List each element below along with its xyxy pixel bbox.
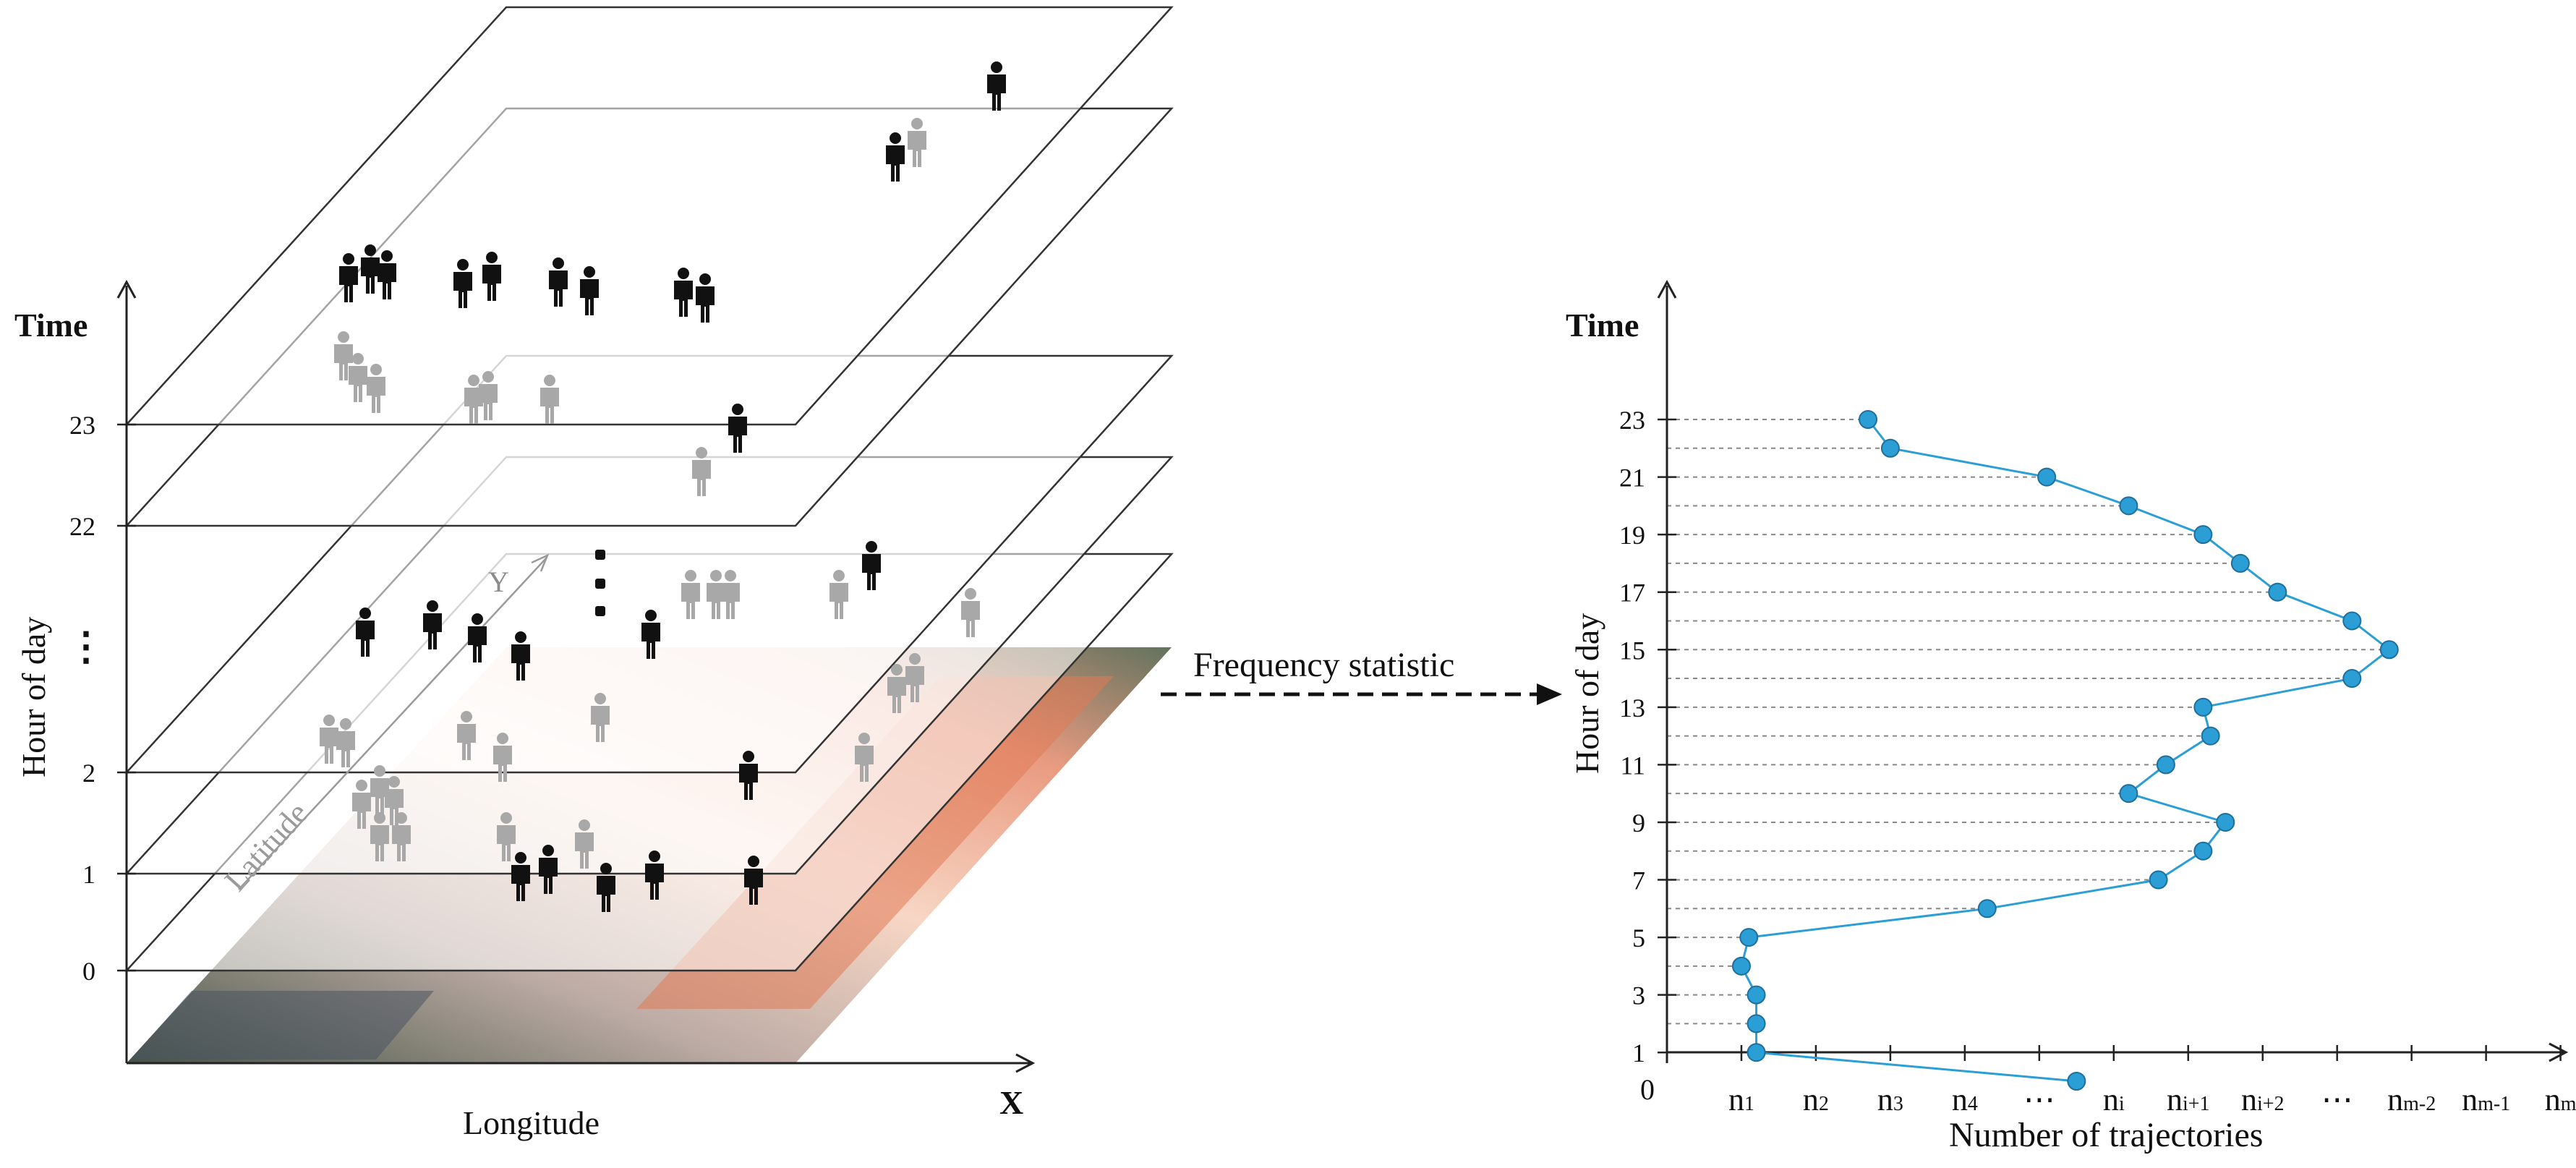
y-tick-label-15: 15 — [1619, 636, 1645, 665]
left-time-label: Time — [14, 307, 88, 344]
y-tick-label-1: 1 — [1632, 1039, 1645, 1067]
data-point-hour-3 — [1747, 985, 1766, 1005]
inner-y-letter: Y — [488, 566, 509, 598]
chart-x-arrowhead — [2549, 1042, 2569, 1062]
data-point-hour-2 — [1747, 1014, 1766, 1033]
left-y-axis-title: Hour of day — [15, 617, 52, 777]
x-tick-label-9: ⋯ — [2321, 1082, 2353, 1117]
x-tick-label-3: n3 — [1877, 1082, 1903, 1117]
chart-y-arrowhead — [1657, 279, 1677, 299]
y-tick-label-11: 11 — [1620, 751, 1645, 780]
y-tick-label-9: 9 — [1632, 809, 1645, 837]
x-tick-label-12: nm — [2545, 1082, 2576, 1117]
x-tick-label-10: nm-2 — [2387, 1082, 2436, 1117]
plane-ellipsis-dots — [595, 550, 605, 616]
data-point-hour-11 — [2156, 755, 2175, 775]
data-point-hour-15 — [2379, 640, 2399, 660]
chart-origin-label: 0 — [1640, 1073, 1655, 1106]
hour-tick-1: 1 — [82, 860, 95, 889]
series-line — [1740, 419, 2392, 1083]
hour-ticks — [117, 423, 136, 972]
hour-tick-23: 23 — [69, 411, 95, 440]
longitude-axis-arrowhead — [1015, 1053, 1036, 1073]
cube-axes — [116, 279, 1036, 1073]
data-point-hour-12 — [2201, 726, 2220, 746]
longitude-label: Longitude — [463, 1104, 600, 1141]
y-tick-label-17: 17 — [1619, 579, 1645, 608]
x-tick-label-11: nm-1 — [2462, 1082, 2510, 1117]
data-point-hour-17 — [2268, 582, 2287, 602]
hour-grid-lines — [1667, 419, 2389, 1054]
x-tick-label-1: n1 — [1728, 1082, 1754, 1117]
data-point-hour-1 — [1747, 1043, 1766, 1062]
hour-tick-0: 0 — [82, 957, 95, 986]
frequency-statistic-arrow: Frequency statistic — [1161, 646, 1562, 705]
space-time-cube: 0 1 2 ⋮ 22 23 Time Hour of day Longitude… — [14, 6, 1174, 1141]
hour-tick-labels: 0 1 2 ⋮ 22 23 — [67, 411, 106, 986]
hour-tick-ellipsis: ⋮ — [67, 625, 106, 668]
data-point-hour-14 — [2342, 669, 2362, 689]
data-point-hour-6 — [1977, 899, 1997, 918]
data-point-hour-8 — [2193, 841, 2213, 861]
hour-tick-2: 2 — [82, 759, 95, 788]
x-tick-label-6: ni — [2103, 1082, 2125, 1117]
chart-x-axis-title: Number of trajectories — [1949, 1116, 2263, 1154]
data-point-hour-5 — [1739, 928, 1759, 947]
latitude-axis — [238, 553, 550, 890]
time-axis-arrowhead — [116, 279, 137, 299]
data-point-hour-13 — [2193, 697, 2213, 717]
data-point-hour-7 — [2149, 870, 2168, 890]
x-tick-label-8: ni+2 — [2241, 1082, 2285, 1117]
chart-y-axis-title: Hour of day — [1569, 613, 1605, 774]
y-tick-label-23: 23 — [1619, 406, 1645, 435]
arrowhead-icon — [1537, 683, 1562, 705]
data-point-hour-19 — [2193, 525, 2213, 545]
series-points — [1731, 410, 2399, 1091]
data-point-hour-0 — [2067, 1072, 2086, 1091]
data-point-hour-4 — [1731, 956, 1751, 976]
y-tick-label-3: 3 — [1632, 981, 1645, 1010]
base-map-buildings — [130, 991, 434, 1060]
x-tick-label-4: n4 — [1952, 1082, 1978, 1117]
data-point-hour-9 — [2216, 812, 2235, 832]
x-tick-label-7: ni+1 — [2167, 1082, 2210, 1117]
y-tick-label-19: 19 — [1619, 521, 1645, 550]
data-point-hour-21 — [2037, 467, 2057, 487]
x-tick-label-2: n2 — [1803, 1082, 1829, 1117]
x-tick-label-5: ⋯ — [2023, 1082, 2055, 1117]
y-tick-label-5: 5 — [1632, 924, 1645, 952]
data-point-hour-16 — [2342, 611, 2362, 631]
data-point-hour-20 — [2119, 496, 2138, 516]
hour-tick-22: 22 — [69, 512, 95, 541]
data-point-hour-18 — [2230, 553, 2250, 573]
x-axis-letter: X — [999, 1084, 1023, 1121]
data-point-hour-23 — [1859, 410, 1878, 429]
data-point-hour-10 — [2119, 784, 2138, 803]
data-point-hour-22 — [1880, 438, 1900, 458]
y-tick-label-7: 7 — [1632, 866, 1645, 895]
frequency-statistic-label: Frequency statistic — [1193, 646, 1454, 684]
y-tick-label-21: 21 — [1619, 464, 1645, 493]
chart-x-ticks: n1 n2 n3 n4 ⋯ ni ni+1 ni+2 ⋯ nm-2 nm-1 nm — [1728, 1045, 2576, 1117]
chart-time-label: Time — [1566, 307, 1639, 344]
plane-hour-23 — [124, 6, 1174, 426]
y-tick-label-13: 13 — [1619, 694, 1645, 722]
chart-axes — [1657, 279, 2569, 1063]
